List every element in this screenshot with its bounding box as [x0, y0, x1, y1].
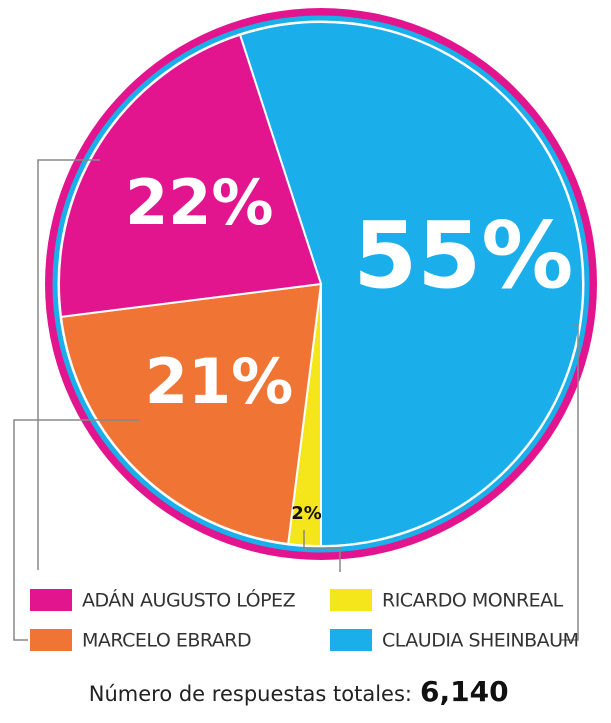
- footer-total: 6,140: [420, 675, 509, 708]
- legend-label: RICARDO MONREAL: [382, 590, 564, 612]
- legend-label: CLAUDIA SHEINBAUM: [382, 630, 578, 652]
- slice: [238, 21, 584, 548]
- legend-swatch: [30, 629, 72, 651]
- slice: [59, 282, 323, 546]
- value-label: 55%: [353, 202, 573, 309]
- legend-swatch: [30, 589, 72, 611]
- value-label: 2%: [291, 503, 322, 524]
- legend-label: MARCELO EBRARD: [82, 630, 251, 652]
- legend-label: ADÁN AUGUSTO LÓPEZ: [82, 588, 296, 612]
- slice: [58, 33, 323, 318]
- connector: [37, 159, 100, 570]
- footer-text: Número de respuestas totales:: [89, 682, 412, 706]
- value-label: 21%: [145, 345, 293, 418]
- connector: [303, 530, 341, 572]
- value-label: 22%: [125, 166, 273, 239]
- legend-swatch: [330, 589, 372, 611]
- connector: [13, 419, 140, 641]
- legend-swatch: [330, 629, 372, 651]
- connector: [560, 324, 579, 641]
